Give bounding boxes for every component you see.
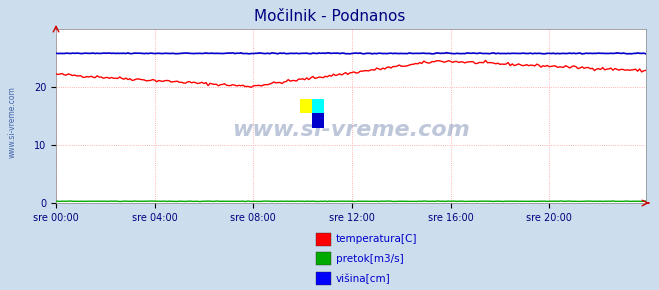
Text: www.si-vreme.com: www.si-vreme.com [232,120,470,140]
Text: višina[cm]: višina[cm] [336,273,391,284]
Text: www.si-vreme.com: www.si-vreme.com [8,86,17,158]
Text: temperatura[C]: temperatura[C] [336,234,418,244]
Text: Močilnik - Podnanos: Močilnik - Podnanos [254,9,405,24]
Text: pretok[m3/s]: pretok[m3/s] [336,254,404,264]
